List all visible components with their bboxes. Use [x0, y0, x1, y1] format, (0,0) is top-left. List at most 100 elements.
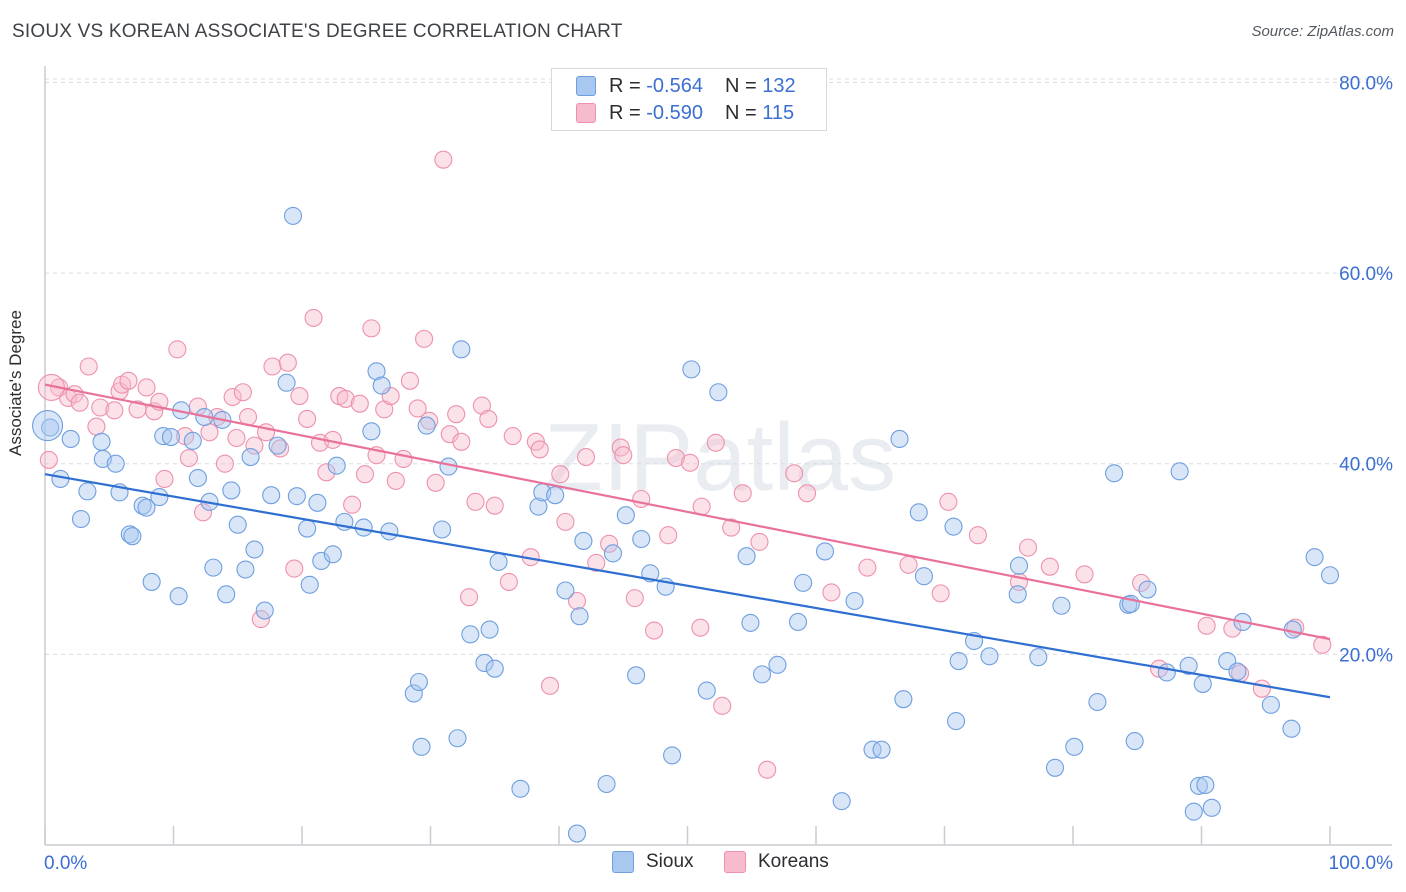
korean-point [200, 423, 219, 442]
korean-point [304, 308, 323, 327]
series-legend: Sioux Koreans [0, 851, 1406, 877]
korean-point [1313, 635, 1332, 654]
sioux-point [241, 448, 260, 467]
korean-point [415, 329, 434, 348]
korean-trend-line [44, 383, 1331, 641]
korean-point [1132, 573, 1151, 592]
koreans-points [37, 150, 1332, 779]
sioux-point [1052, 596, 1071, 615]
sioux-point [663, 746, 682, 765]
sioux-point [1202, 798, 1221, 817]
korean-point [785, 464, 804, 483]
sioux-point [433, 520, 452, 539]
sioux-point [380, 522, 399, 541]
sioux-point [980, 647, 999, 666]
legend-row-sioux: R = -0.564 N = 132 [576, 74, 796, 98]
sioux-point [546, 486, 565, 505]
sioux-point [32, 410, 64, 442]
korean-point [119, 371, 138, 390]
korean-point [587, 553, 606, 572]
korean-point [1040, 557, 1059, 576]
sioux-point [752, 665, 772, 684]
sioux-point [448, 729, 467, 748]
sioux-point [61, 429, 80, 449]
r-value: -0.564 [646, 74, 703, 97]
n-label: N = [724, 74, 757, 97]
axes [44, 66, 1392, 846]
sioux-point [277, 373, 296, 392]
korean-point [215, 454, 234, 473]
sioux-point [1009, 556, 1029, 575]
sioux-point [603, 544, 623, 563]
sioux-point [894, 690, 913, 709]
sioux-point [78, 482, 97, 501]
y-tick-label: 40.0% [1339, 455, 1393, 476]
legend-item-koreans[interactable]: Koreans [724, 851, 829, 873]
sioux-point [327, 456, 346, 475]
korean-point [459, 588, 479, 607]
sioux-point [120, 525, 139, 544]
korean-point [691, 618, 710, 637]
korean-point [713, 696, 732, 715]
sioux-point [417, 416, 436, 435]
sioux-point [1179, 656, 1198, 675]
sioux-point [106, 454, 125, 473]
sioux-point [1138, 580, 1157, 599]
korean-point [858, 558, 877, 577]
tick-labels: 20.0% 40.0% 60.0% 80.0% 0.0% 100.0% [44, 73, 1393, 874]
korean-point [1075, 565, 1094, 584]
sioux-point [737, 547, 756, 566]
korean-point [600, 534, 619, 553]
korean-point [355, 465, 375, 484]
sioux-point [485, 659, 504, 678]
korean-point [1018, 538, 1038, 557]
legend-item-sioux[interactable]: Sioux [612, 851, 694, 873]
chart-title: SIOUX VS KOREAN ASSOCIATE'S DEGREE CORRE… [12, 21, 623, 42]
korean-point [233, 383, 252, 402]
korean-point [567, 591, 587, 611]
sioux-point [1008, 585, 1027, 604]
korean-point [400, 371, 419, 390]
sioux-point [1228, 662, 1247, 681]
korean-point [722, 518, 741, 537]
sioux-point [741, 613, 760, 632]
x-tick-label: 0.0% [44, 853, 87, 874]
korean-point [1252, 679, 1271, 698]
korean-point [681, 453, 700, 472]
korean-point [285, 559, 304, 578]
korean-point [278, 353, 297, 372]
korean-point [381, 387, 400, 406]
legend-label-koreans: Koreans [758, 851, 829, 872]
korean-point [336, 389, 355, 408]
sioux-point [412, 737, 431, 756]
sioux-point [362, 422, 381, 441]
sioux-point [137, 498, 156, 517]
sioux-point [255, 601, 274, 620]
sioux-point [71, 509, 91, 529]
sioux-point [323, 545, 342, 564]
sioux-point [1029, 648, 1048, 667]
korean-point [298, 409, 317, 428]
sioux-point [404, 684, 423, 703]
sioux-point [947, 712, 966, 731]
sioux-point [682, 360, 701, 379]
korean-point [666, 448, 685, 468]
sioux-point [123, 527, 142, 546]
sioux-point [300, 575, 319, 594]
sioux-point [268, 436, 287, 455]
sioux-point [832, 792, 851, 811]
sioux-point [222, 481, 241, 500]
sioux-point [1282, 719, 1301, 738]
korean-point [168, 340, 187, 359]
r-label: R = [609, 74, 641, 97]
sioux-point [150, 488, 169, 507]
sioux-point [41, 418, 60, 437]
sioux-point [92, 432, 111, 451]
sioux-point [597, 774, 616, 794]
korean-point [758, 760, 777, 779]
watermark: ZIPatlas [544, 404, 896, 511]
sioux-swatch [576, 76, 596, 96]
korean-point [733, 484, 752, 503]
sioux-point [372, 376, 391, 395]
sioux-point [287, 487, 306, 506]
